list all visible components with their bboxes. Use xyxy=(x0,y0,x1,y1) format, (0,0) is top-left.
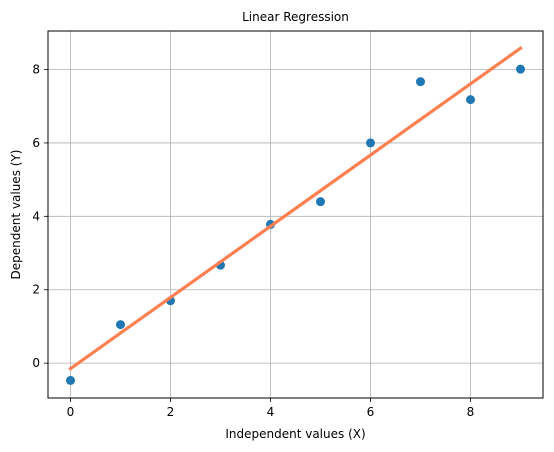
y-axis-label: Dependent values (Y) xyxy=(9,150,23,280)
y-tick-label: 6 xyxy=(32,136,40,150)
x-tick-label: 8 xyxy=(467,405,475,419)
regression-line xyxy=(68,46,523,371)
x-tick-label: 6 xyxy=(367,405,375,419)
scatter-point xyxy=(416,77,425,87)
scatter-point xyxy=(116,320,125,330)
x-tick-label: 0 xyxy=(67,405,75,419)
scatter-point xyxy=(366,138,375,148)
scatter-point xyxy=(466,95,475,105)
y-tick-label: 8 xyxy=(32,63,40,77)
scatter-point xyxy=(66,375,75,385)
y-tick-label: 2 xyxy=(32,283,40,297)
x-axis-label: Independent values (X) xyxy=(225,427,365,441)
x-tick-label: 2 xyxy=(167,405,175,419)
axes-frame xyxy=(47,30,544,399)
y-tick-label: 4 xyxy=(32,209,40,223)
chart-title: Linear Regression xyxy=(242,10,349,24)
scatter-point xyxy=(316,197,325,207)
ticks: 0 2 4 6 8 0 2 4 6 8 xyxy=(32,63,474,419)
scatter-point xyxy=(516,64,525,74)
x-tick-label: 4 xyxy=(267,405,275,419)
grid xyxy=(48,31,543,398)
plot-area xyxy=(66,46,525,385)
y-tick-label: 0 xyxy=(32,356,40,370)
